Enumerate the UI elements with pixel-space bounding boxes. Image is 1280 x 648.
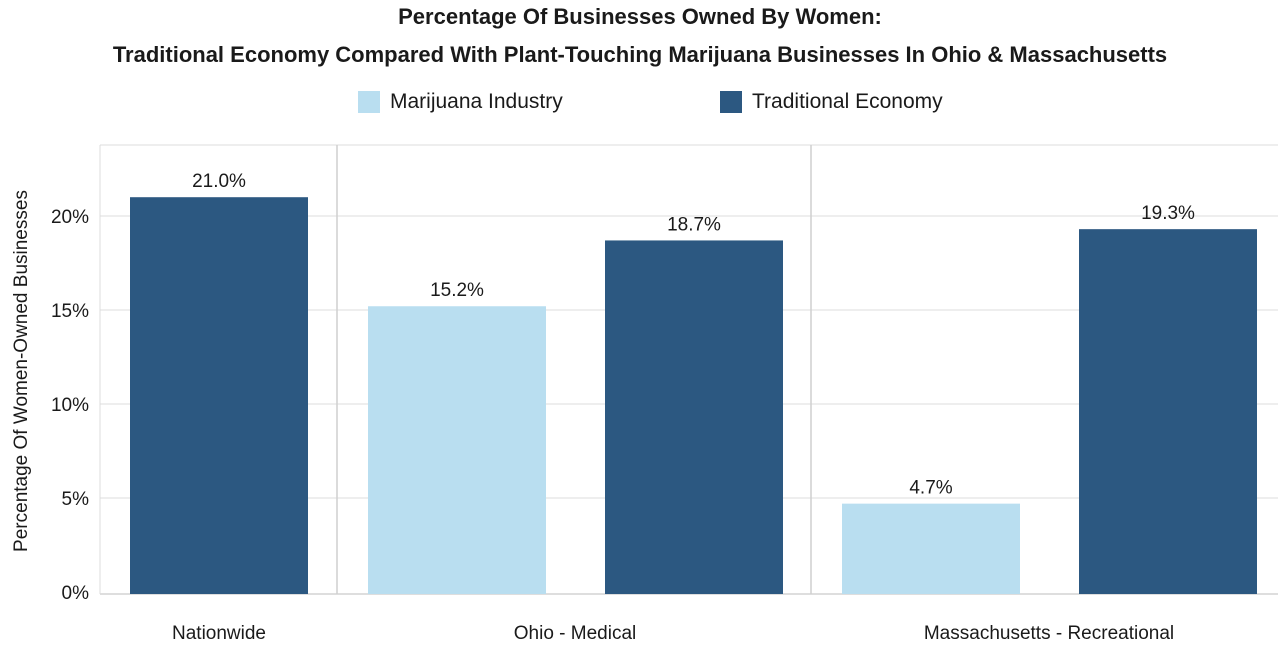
data-labels: 15.2% 4.7% 21.0% 18.7% 19.3% [192, 171, 1195, 498]
bar [130, 197, 308, 594]
category-label: Massachusetts - Recreational [924, 623, 1174, 644]
y-tick-label: 15% [51, 301, 89, 322]
bar [605, 240, 783, 594]
y-axis-title: Percentage Of Women-Owned Businesses [11, 190, 32, 552]
data-label: 4.7% [909, 478, 952, 499]
category-label: Ohio - Medical [514, 623, 637, 644]
legend: Marijuana Industry Traditional Economy [0, 88, 1280, 120]
data-label: 21.0% [192, 171, 246, 192]
chart-title: Percentage Of Businesses Owned By Women: [398, 4, 882, 29]
data-label: 18.7% [667, 214, 721, 235]
y-axis-ticks: 0% 5% 10% 15% 20% [51, 207, 89, 604]
legend-item-traditional: Traditional Economy [720, 90, 943, 114]
data-label: 15.2% [430, 280, 484, 301]
legend-label-traditional: Traditional Economy [752, 90, 943, 113]
bar [368, 306, 546, 594]
category-label: Nationwide [172, 623, 266, 644]
chart-subtitle: Traditional Economy Compared With Plant-… [112, 42, 1168, 67]
legend-swatch-traditional [720, 91, 742, 113]
bar [842, 503, 1020, 594]
legend-item-marijuana: Marijuana Industry [358, 90, 563, 114]
legend-label-marijuana: Marijuana Industry [390, 90, 563, 113]
bar [1079, 229, 1257, 594]
bars [130, 197, 1257, 594]
legend-swatch-marijuana [358, 91, 380, 113]
x-axis-categories: Nationwide Ohio - Medical Massachusetts - … [172, 623, 1174, 644]
y-tick-label: 5% [62, 489, 90, 510]
y-tick-label: 0% [62, 583, 90, 604]
y-tick-label: 20% [51, 207, 89, 228]
data-label: 19.3% [1141, 203, 1195, 224]
y-tick-label: 10% [51, 395, 89, 416]
category-separators [336, 145, 812, 594]
